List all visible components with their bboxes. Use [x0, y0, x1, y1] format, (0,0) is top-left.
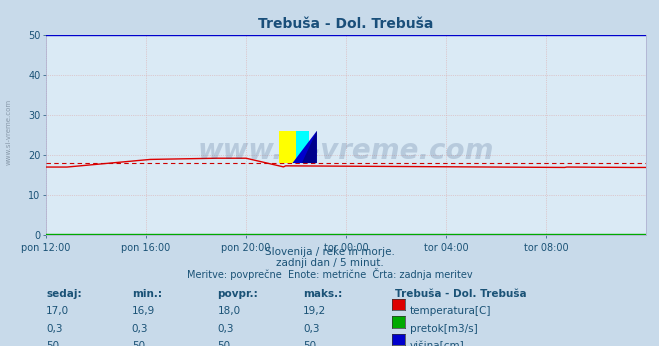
Text: 19,2: 19,2: [303, 306, 326, 316]
Text: 18,0: 18,0: [217, 306, 241, 316]
Text: www.si-vreme.com: www.si-vreme.com: [5, 98, 12, 165]
Text: 0,3: 0,3: [303, 324, 320, 334]
Text: višina[cm]: višina[cm]: [410, 341, 465, 346]
Text: pretok[m3/s]: pretok[m3/s]: [410, 324, 478, 334]
Text: Meritve: povprečne  Enote: metrične  Črta: zadnja meritev: Meritve: povprečne Enote: metrične Črta:…: [186, 268, 473, 280]
Text: 50: 50: [217, 341, 231, 346]
Text: Slovenija / reke in morje.: Slovenija / reke in morje.: [264, 247, 395, 257]
Text: 16,9: 16,9: [132, 306, 155, 316]
Text: Trebuša - Dol. Trebuša: Trebuša - Dol. Trebuša: [395, 289, 527, 299]
Text: maks.:: maks.:: [303, 289, 343, 299]
Text: 50: 50: [46, 341, 59, 346]
Text: 0,3: 0,3: [217, 324, 234, 334]
Text: zadnji dan / 5 minut.: zadnji dan / 5 minut.: [275, 258, 384, 268]
Text: povpr.:: povpr.:: [217, 289, 258, 299]
Polygon shape: [302, 131, 317, 163]
Text: min.:: min.:: [132, 289, 162, 299]
Text: sedaj:: sedaj:: [46, 289, 82, 299]
Polygon shape: [293, 131, 317, 163]
Title: Trebuša - Dol. Trebuša: Trebuša - Dol. Trebuša: [258, 17, 434, 31]
Text: 0,3: 0,3: [46, 324, 63, 334]
Text: temperatura[C]: temperatura[C]: [410, 306, 492, 316]
Text: 50: 50: [132, 341, 145, 346]
Text: 17,0: 17,0: [46, 306, 69, 316]
Text: www.si-vreme.com: www.si-vreme.com: [198, 137, 494, 165]
Bar: [279, 131, 296, 163]
Text: 0,3: 0,3: [132, 324, 148, 334]
Text: 50: 50: [303, 341, 316, 346]
Bar: [296, 131, 309, 163]
